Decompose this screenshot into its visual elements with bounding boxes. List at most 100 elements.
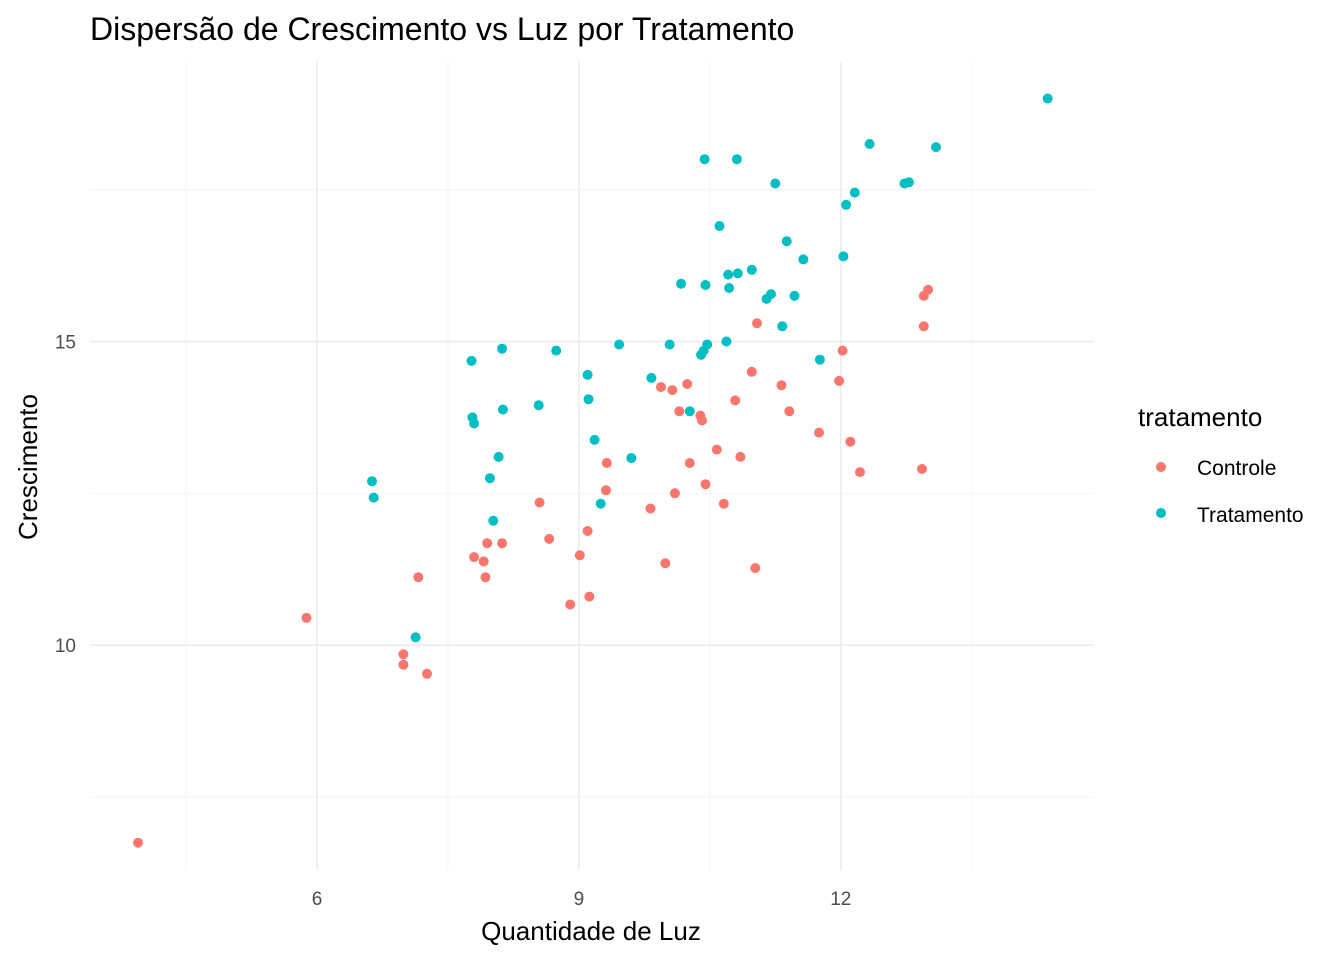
point-controle bbox=[301, 612, 312, 623]
point-tratamento bbox=[367, 476, 377, 487]
point-tratamento bbox=[903, 177, 914, 188]
point-controle bbox=[413, 572, 424, 583]
point-controle bbox=[482, 538, 493, 549]
point-tratamento bbox=[721, 336, 732, 347]
point-tratamento bbox=[702, 339, 713, 350]
point-controle bbox=[750, 563, 761, 574]
point-controle bbox=[565, 599, 576, 610]
point-controle bbox=[422, 668, 432, 679]
point-controle bbox=[656, 382, 666, 392]
point-tratamento bbox=[533, 400, 544, 411]
point-tratamento bbox=[732, 268, 743, 279]
point-controle bbox=[697, 415, 707, 426]
point-controle bbox=[735, 451, 746, 462]
chart-title: Dispersão de Crescimento vs Luz por Trat… bbox=[90, 11, 794, 47]
y-tick-label: 15 bbox=[55, 332, 76, 353]
point-controle bbox=[918, 321, 929, 332]
point-tratamento bbox=[582, 369, 593, 380]
point-controle bbox=[660, 558, 671, 569]
point-controle bbox=[601, 485, 611, 496]
point-controle bbox=[845, 436, 856, 447]
point-tratamento bbox=[746, 264, 757, 275]
major-gridlines bbox=[90, 62, 1094, 870]
x-tick-label: 9 bbox=[574, 889, 585, 910]
point-tratamento bbox=[841, 199, 852, 210]
point-tratamento bbox=[484, 473, 495, 484]
point-controle bbox=[730, 395, 741, 406]
point-tratamento bbox=[1042, 93, 1053, 104]
point-controle bbox=[133, 837, 143, 848]
point-controle bbox=[544, 533, 555, 544]
point-controle bbox=[398, 659, 409, 670]
point-tratamento bbox=[789, 290, 800, 301]
point-tratamento bbox=[469, 418, 480, 429]
point-tratamento bbox=[766, 289, 776, 300]
y-axis-title: Crescimento bbox=[13, 394, 43, 540]
point-controle bbox=[834, 375, 845, 386]
data-points bbox=[133, 93, 1053, 848]
point-tratamento bbox=[714, 221, 725, 231]
point-controle bbox=[684, 458, 695, 468]
point-controle bbox=[601, 458, 612, 468]
legend-key-tratamento bbox=[1156, 508, 1166, 518]
point-tratamento bbox=[595, 498, 606, 509]
point-tratamento bbox=[626, 453, 637, 464]
point-controle bbox=[923, 284, 934, 295]
point-controle bbox=[814, 427, 824, 438]
point-tratamento bbox=[699, 154, 710, 165]
point-controle bbox=[700, 479, 711, 490]
point-tratamento bbox=[838, 251, 849, 262]
point-tratamento bbox=[368, 492, 379, 503]
legend-label-tratamento: Tratamento bbox=[1197, 504, 1304, 527]
point-tratamento bbox=[700, 280, 711, 290]
point-tratamento bbox=[466, 355, 477, 366]
minor-gridlines bbox=[90, 62, 1094, 870]
point-tratamento bbox=[770, 178, 781, 189]
legend-title: tratamento bbox=[1138, 402, 1262, 432]
point-tratamento bbox=[731, 154, 742, 165]
point-controle bbox=[398, 649, 409, 660]
point-tratamento bbox=[488, 515, 499, 526]
point-tratamento bbox=[849, 187, 860, 198]
point-controle bbox=[582, 526, 593, 536]
point-tratamento bbox=[493, 451, 504, 462]
y-axis-ticks: 10 15 bbox=[55, 332, 76, 657]
point-controle bbox=[674, 406, 685, 417]
point-tratamento bbox=[931, 142, 941, 153]
point-controle bbox=[478, 556, 489, 567]
point-controle bbox=[776, 380, 787, 391]
point-controle bbox=[584, 591, 595, 602]
point-tratamento bbox=[723, 269, 734, 280]
point-controle bbox=[667, 385, 678, 396]
point-controle bbox=[669, 488, 680, 499]
point-controle bbox=[718, 498, 729, 509]
point-tratamento bbox=[798, 254, 809, 265]
point-controle bbox=[711, 444, 722, 455]
point-controle bbox=[534, 497, 545, 508]
point-tratamento bbox=[614, 339, 625, 350]
point-tratamento bbox=[646, 372, 657, 383]
point-tratamento bbox=[410, 632, 421, 643]
point-controle bbox=[837, 345, 848, 356]
point-tratamento bbox=[497, 404, 508, 415]
point-controle bbox=[784, 406, 795, 417]
point-controle bbox=[746, 366, 757, 377]
x-axis-title: Quantidade de Luz bbox=[481, 916, 701, 946]
point-tratamento bbox=[589, 434, 600, 445]
point-controle bbox=[574, 550, 585, 561]
x-axis-ticks: 6 9 12 bbox=[312, 889, 852, 910]
point-tratamento bbox=[724, 283, 735, 293]
point-controle bbox=[497, 538, 508, 549]
point-tratamento bbox=[777, 321, 788, 332]
point-tratamento bbox=[676, 278, 687, 289]
x-tick-label: 12 bbox=[830, 889, 851, 910]
point-tratamento bbox=[684, 406, 695, 417]
point-tratamento bbox=[551, 345, 562, 356]
point-controle bbox=[917, 464, 927, 474]
point-controle bbox=[645, 503, 656, 514]
point-controle bbox=[480, 572, 491, 583]
point-controle bbox=[469, 552, 480, 563]
point-controle bbox=[682, 379, 693, 389]
point-tratamento bbox=[664, 339, 675, 350]
